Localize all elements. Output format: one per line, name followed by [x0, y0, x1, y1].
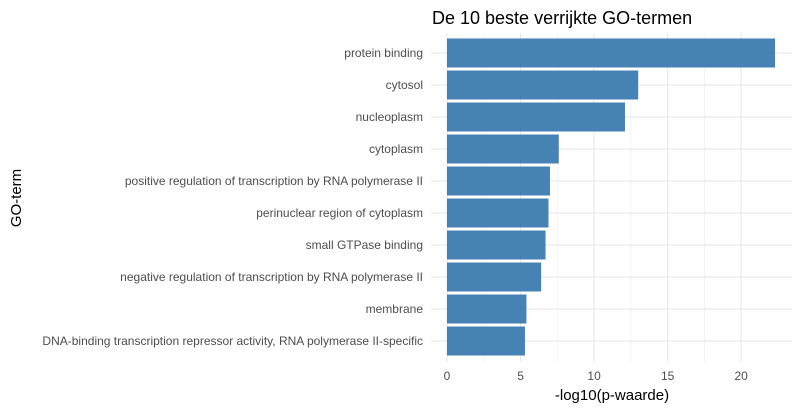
bar — [447, 230, 546, 260]
bar — [447, 294, 527, 324]
bar — [447, 134, 559, 164]
bar — [447, 102, 625, 132]
x-tick-label: 5 — [517, 369, 524, 383]
category-label: nucleoplasm — [356, 110, 423, 124]
category-label: small GTPase binding — [306, 238, 423, 252]
x-tick-label: 10 — [587, 369, 601, 383]
x-tick-label: 20 — [734, 369, 748, 383]
category-labels: protein binding cytosol nucleoplasm cytopla… — [42, 46, 423, 348]
bar — [447, 166, 550, 196]
category-label: cytosol — [386, 78, 423, 92]
bar — [447, 262, 542, 292]
category-label: DNA-binding transcription repressor acti… — [42, 334, 423, 348]
bars — [447, 38, 775, 356]
category-label: positive regulation of transcription by … — [125, 174, 423, 188]
bar — [447, 38, 775, 68]
category-label: membrane — [366, 302, 424, 316]
category-label: negative regulation of transcription by … — [120, 270, 423, 284]
y-axis-title: GO-term — [8, 169, 25, 227]
x-tick-label: 15 — [661, 369, 675, 383]
category-label: perinuclear region of cytoplasm — [256, 206, 423, 220]
bar — [447, 326, 525, 356]
x-tick-label: 0 — [444, 369, 451, 383]
category-label: protein binding — [344, 46, 423, 60]
bar — [447, 70, 639, 100]
category-label: cytoplasm — [369, 142, 423, 156]
bar — [447, 198, 549, 228]
x-axis-title: -log10(p-waarde) — [555, 387, 669, 404]
x-tick-labels: 0 5 10 15 20 — [444, 369, 749, 383]
chart-title: De 10 beste verrijkte GO-termen — [432, 8, 692, 28]
